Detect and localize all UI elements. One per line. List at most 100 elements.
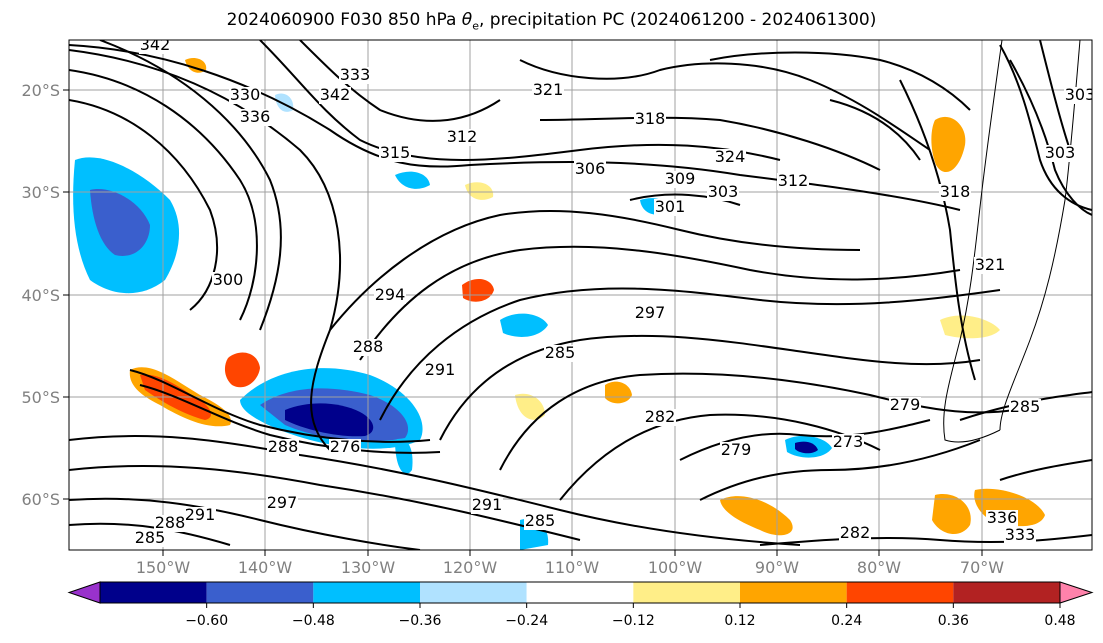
contour-label-bg: [974, 257, 1006, 274]
contour-label: 324: [715, 147, 746, 166]
colorbar-bin: [526, 582, 634, 603]
contour-label: 336: [240, 107, 271, 126]
coastline-argentina: [999, 40, 1081, 431]
contour-label-bg: [524, 513, 556, 530]
colorbar: −0.60 −0.48 −0.36 −0.24 −0.12 0.12 0.24 0.36 0.4…: [67, 581, 1094, 629]
contour-label: 333: [1005, 525, 1036, 544]
colorbar-bin: [740, 582, 847, 603]
precip-darkblue-west: [90, 189, 150, 256]
contour-line: [679, 419, 931, 461]
colorbar-frame: [99, 581, 1061, 604]
contour-label: 303: [1065, 85, 1096, 104]
contour-label-bg: [889, 397, 921, 414]
colorbar-bin: [206, 582, 314, 603]
contour-label: 321: [975, 255, 1006, 274]
contour-label: 330: [230, 85, 261, 104]
map-area: 3423333363213183153123243063093123033013…: [69, 40, 1096, 550]
contour-label-bg: [239, 109, 271, 126]
contour-label-bg: [212, 272, 244, 289]
contour-label-bg: [374, 287, 406, 304]
lon-tick-label: 130°W: [341, 558, 396, 577]
colorbar-tick-label: −0.36: [399, 613, 442, 629]
contour-line: [69, 69, 258, 321]
lon-tick-label: 90°W: [755, 558, 799, 577]
contour-label-bg: [986, 510, 1018, 527]
colorbar-tick-label: −0.60: [185, 613, 228, 629]
contour-line: [999, 44, 1092, 211]
colorbar-bin: [313, 582, 420, 603]
colorbar-tick-label: 0.24: [831, 613, 862, 629]
contour-label-bg: [777, 173, 809, 190]
contour-label: 288: [353, 337, 384, 356]
precip-orange-east1: [605, 381, 632, 404]
coastline: [943, 40, 1081, 443]
contour-line: [1039, 40, 1071, 151]
precip-blue-sw: [395, 438, 413, 474]
contour-label-bg: [644, 409, 676, 426]
contour-label: 342: [320, 85, 351, 104]
contour-line: [329, 209, 861, 331]
contour-label: 301: [655, 197, 686, 216]
contour-label-bg: [267, 439, 299, 456]
contour-label: 285: [545, 343, 576, 362]
lat-tick-label: 50°S: [21, 388, 60, 407]
contour-line: [129, 369, 431, 443]
colorbar-tick-label: −0.48: [292, 613, 335, 629]
precip-orange-se: [932, 494, 971, 535]
precip-orange-east2: [720, 496, 793, 536]
lat-tick-label: 20°S: [21, 81, 60, 100]
contour-label: 333: [340, 65, 371, 84]
contour-line: [69, 522, 231, 546]
contour-line: [259, 40, 781, 161]
theta-subscript: e: [472, 19, 479, 33]
contour-label: 306: [575, 159, 606, 178]
contour-label: 321: [533, 80, 564, 99]
contour-line: [69, 99, 218, 311]
contour-line: [1009, 59, 1092, 216]
colorbar-bin: [953, 582, 1060, 603]
contour-label-bg: [139, 40, 171, 54]
contour-label-bg: [720, 442, 752, 459]
contour-label: 291: [425, 360, 456, 379]
colorbar-bin: [633, 582, 740, 603]
contour-label: 303: [708, 182, 739, 201]
colorbar-tick-label: 0.48: [1044, 613, 1075, 629]
contour-label-bg: [266, 495, 298, 512]
colorbar-bin: [846, 582, 954, 603]
theta-e-contours: [69, 40, 1092, 550]
contour-label-bg: [1009, 399, 1041, 416]
contour-label: 285: [1010, 397, 1041, 416]
contour-label-bg: [664, 171, 696, 188]
contour-label-bg: [1004, 527, 1036, 544]
map-title: 2024060900 F030 850 hPa θe, precipitatio…: [226, 10, 877, 33]
colorbar-tick-label: 0.12: [724, 613, 755, 629]
lat-tick-label: 40°S: [21, 286, 60, 305]
precip-yellow-mid: [465, 182, 494, 200]
lon-tick-label: 80°W: [857, 558, 901, 577]
contour-label-bg: [329, 439, 361, 456]
contour-label: 318: [635, 109, 666, 128]
lat-tick-label: 30°S: [21, 183, 60, 202]
lon-tick-label: 110°W: [545, 558, 600, 577]
contour-label: 291: [472, 495, 503, 514]
precip-orange-cell: [224, 352, 260, 388]
contour-label: 291: [185, 505, 216, 524]
contour-label-bg: [939, 184, 971, 201]
contour-label-bg: [446, 129, 478, 146]
lat-tick-label: 60°S: [21, 490, 60, 509]
contour-line: [359, 245, 961, 361]
contour-label: 288: [155, 513, 186, 532]
contour-label: 273: [833, 432, 864, 451]
contour-label-bg: [184, 507, 216, 524]
contour-line: [69, 465, 581, 541]
contour-label: 285: [135, 528, 166, 547]
contour-label-bg: [229, 87, 261, 104]
contour-line: [709, 51, 971, 111]
contour-label: 300: [213, 270, 244, 289]
lon-tick-label: 100°W: [648, 558, 703, 577]
contour-label: 294: [375, 285, 406, 304]
contour-label: 276: [330, 437, 361, 456]
contour-label-bg: [134, 530, 166, 547]
contour-label-bg: [1064, 87, 1092, 104]
